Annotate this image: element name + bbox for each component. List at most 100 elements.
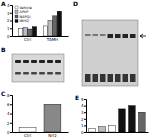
tick-mark [84, 119, 86, 120]
x-axis: Ctrl Nrf2 [13, 132, 69, 138]
tick: 4 [7, 3, 12, 8]
legend-label: tBHQ [20, 19, 29, 23]
free-probe [115, 74, 121, 82]
tick-label: 2 [81, 117, 84, 122]
band [47, 72, 53, 75]
legend-label: NAPQI [20, 15, 31, 19]
axis-line [10, 6, 13, 37]
band [39, 60, 45, 63]
tick-label: Ctrl [24, 133, 31, 138]
tick: 2 [7, 18, 12, 23]
free-probe [108, 74, 114, 82]
plot: 0 1 2 3 4 Ctrl TAMH VehicleAPAPNAPQItBHQ [7, 3, 69, 42]
legend-swatch [15, 6, 18, 9]
tick-mark [84, 132, 86, 133]
gel-image [82, 20, 138, 86]
chart-panel: C 0 2 4 6 8 Ctrl Nrf2 [1, 90, 69, 138]
chart-panel: A 0 1 2 3 4 Ctrl TAMH VehicleAPAPNAPQItBHQ [1, 0, 69, 42]
bar [119, 109, 126, 132]
gel-panel: D [73, 0, 146, 86]
band [15, 60, 21, 63]
legend-entry: Vehicle [15, 6, 32, 10]
legend-label: Vehicle [20, 6, 33, 10]
tick-mark [10, 21, 12, 22]
panel-label: B [1, 46, 6, 53]
band [115, 34, 121, 38]
legend-entry: tBHQ [15, 19, 29, 23]
tick-label: 4 [7, 3, 10, 8]
tick-label: 0 [81, 130, 84, 135]
tick: 6 [7, 102, 12, 107]
tick: 1 [81, 123, 86, 128]
tick: 0 [7, 130, 12, 135]
band [55, 72, 61, 75]
tick: 4 [81, 103, 86, 108]
tick-mark [10, 13, 12, 14]
tick-mark [10, 123, 12, 124]
tick-label: 2 [7, 18, 10, 23]
free-probe [93, 74, 99, 82]
bar [32, 27, 36, 36]
bar [109, 125, 116, 132]
axis-line [13, 36, 69, 37]
tick: 4 [7, 111, 12, 116]
bar [43, 26, 47, 36]
tick-mark [10, 95, 12, 96]
tick-mark [84, 99, 86, 100]
band [31, 60, 37, 63]
y-axis: 0 2 4 6 8 [7, 93, 13, 135]
x-axis: Ctrl TAMH [13, 36, 69, 42]
legend-entry: APAP [15, 10, 28, 14]
band [100, 34, 106, 36]
tick-label: Nrf2 [48, 133, 57, 138]
band [31, 72, 37, 75]
tick-mark [84, 112, 86, 113]
bars [89, 106, 145, 132]
bars [18, 11, 61, 36]
panel-label: C [1, 90, 6, 97]
tick-label: 5 [81, 97, 84, 102]
band [123, 34, 129, 38]
band [85, 34, 91, 36]
tick: TAMH [46, 36, 58, 42]
free-probe [100, 74, 106, 82]
axis-line [13, 132, 69, 133]
tick-mark [84, 125, 86, 126]
plot: 0 2 4 6 8 Ctrl Nrf2 [7, 93, 69, 138]
legend-swatch [15, 11, 18, 14]
legend: VehicleAPAPNAPQItBHQ [15, 6, 32, 24]
band [23, 72, 29, 75]
tick: 8 [7, 93, 12, 98]
panel-label: A [1, 0, 6, 7]
bar [53, 16, 57, 36]
arrow [140, 34, 146, 38]
tick: 1 [7, 26, 12, 31]
chart-panel: E012345 [75, 94, 149, 135]
plot: 012345 [81, 97, 149, 135]
tick-mark [10, 28, 12, 29]
bars [19, 104, 61, 132]
tick: 0 [7, 34, 12, 39]
y-axis: 012345 [81, 97, 87, 135]
tick: Ctrl [24, 132, 31, 138]
legend-swatch [15, 15, 18, 18]
free-probe [123, 74, 129, 82]
legend-entry: NAPQI [15, 15, 30, 19]
tick-label: 4 [81, 103, 84, 108]
tick-label: 2 [7, 121, 10, 126]
figure: A01234CtrlTAMHVehicleAPAPNAPQItBHQC02468… [0, 0, 150, 140]
bar [99, 127, 106, 132]
tick-label: 3 [7, 11, 10, 16]
legend-label: APAP [20, 10, 29, 14]
tick-label: 1 [7, 26, 10, 31]
band [47, 60, 53, 63]
tick: 0 [81, 130, 86, 135]
axis-line [10, 96, 13, 133]
tick-label: 1 [81, 123, 84, 128]
axis-line [87, 132, 149, 133]
bar [23, 27, 27, 36]
tick-label: Ctrl [24, 37, 31, 42]
band [108, 34, 114, 38]
tick-mark [10, 114, 12, 115]
tick: 2 [81, 117, 86, 122]
